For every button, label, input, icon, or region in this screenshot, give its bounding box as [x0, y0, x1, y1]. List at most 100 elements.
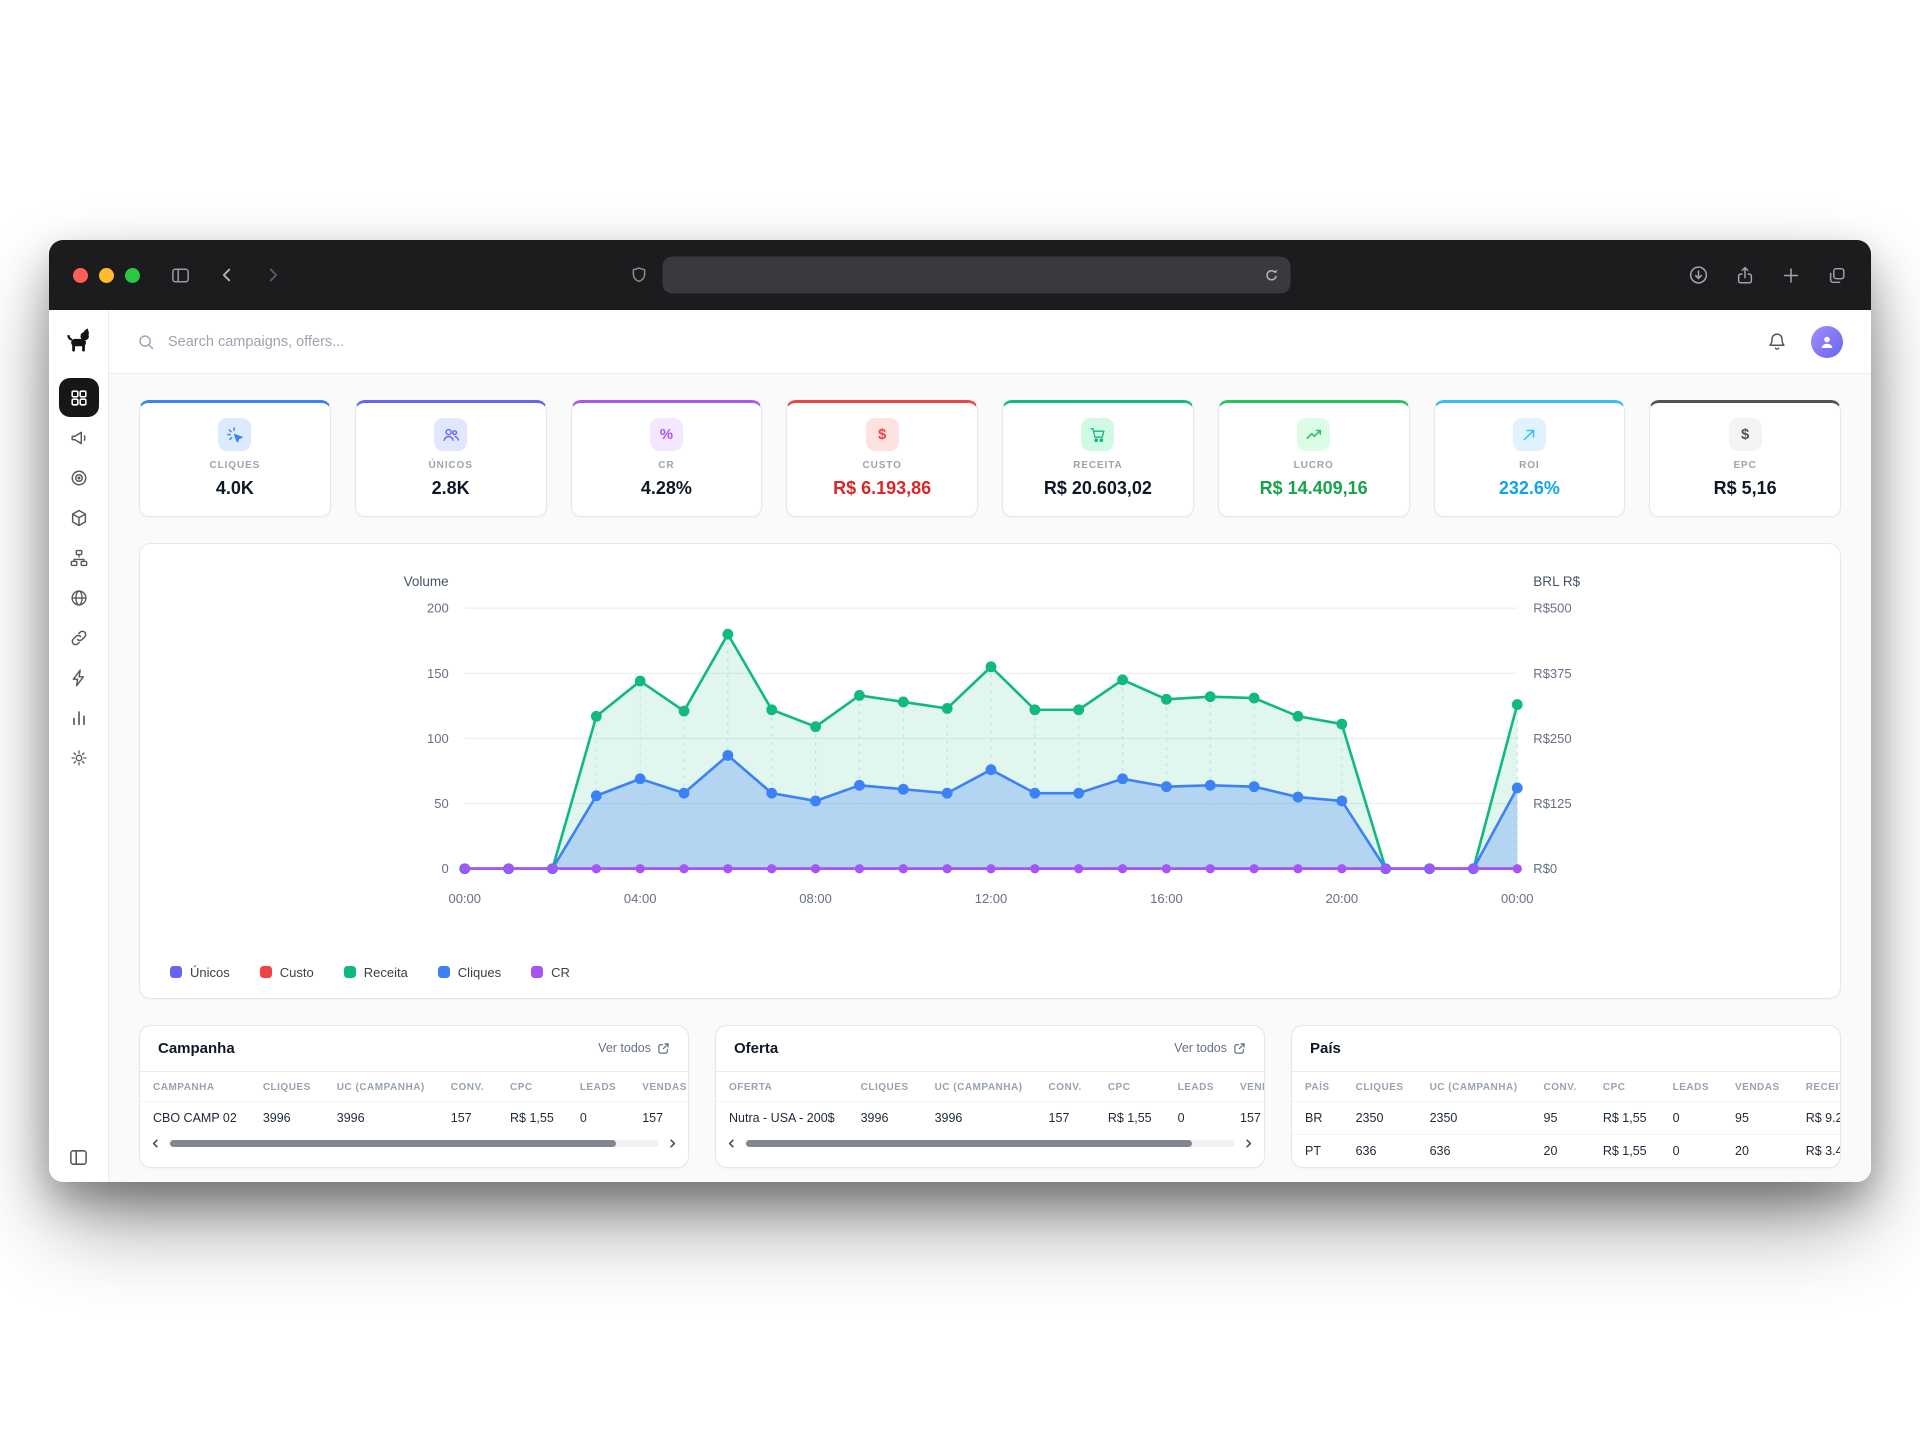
legend-item-receita[interactable]: Receita — [343, 965, 408, 980]
browser-sidebar-toggle-icon[interactable] — [170, 265, 191, 286]
ver-todos-link[interactable]: Ver todos — [1174, 1041, 1246, 1055]
legend-item-cliques[interactable]: Cliques — [437, 965, 501, 980]
url-input[interactable] — [662, 256, 1291, 294]
stat-value: R$ 6.193,86 — [833, 478, 932, 498]
share-icon[interactable] — [1735, 265, 1755, 285]
sidebar-item-tracking[interactable] — [59, 458, 99, 497]
external-link-icon — [658, 1043, 669, 1054]
h-scrollbar — [716, 1134, 1264, 1157]
panel-oferta: Oferta Ver todos OFERTA CLIQUES UC (CAMPANHA… — [715, 1024, 1265, 1168]
close-window-button[interactable] — [73, 267, 88, 283]
globe-icon — [69, 588, 89, 608]
svg-text:00:00: 00:00 — [448, 891, 481, 906]
table-body: Nutra - USA - 200$ 3996 3996 157 R$ 1,55 0 157 — [716, 1100, 1264, 1134]
legend-item-unicos[interactable]: Únicos — [170, 965, 230, 980]
back-icon[interactable] — [217, 265, 237, 285]
table-clip: OFERTA CLIQUES UC (CAMPANHA) CONV. CPC LEADS V… — [716, 1072, 1264, 1134]
stat-value: 4.0K — [215, 478, 254, 498]
table-cell: 20 — [1530, 1133, 1590, 1167]
dashboard-app: CLIQUES 4.0K ÚNICOS 2.8K% CR 4.28% $ CUSTO R$ 6.… — [49, 310, 1871, 1182]
panel-campanha: Campanha Ver todos CAMPANHA CLIQUES UC (CAMP… — [139, 1024, 689, 1168]
scrollbar-thumb[interactable] — [746, 1139, 1192, 1147]
sidebar-item-links[interactable] — [59, 618, 99, 657]
panel-header: Campanha Ver todos — [140, 1026, 688, 1072]
table-cell: R$ 1,55 — [497, 1100, 567, 1134]
svg-text:20:00: 20:00 — [1326, 891, 1359, 906]
sidebar-item-settings[interactable] — [59, 738, 99, 777]
legend-swatch — [170, 966, 182, 979]
forward-icon[interactable] — [263, 265, 283, 285]
svg-text:04:00: 04:00 — [624, 891, 657, 906]
scroll-left-icon[interactable] — [150, 1138, 161, 1149]
notifications-bell-icon[interactable] — [1767, 332, 1787, 352]
table-cell: 157 — [1227, 1100, 1264, 1134]
panel-header: País — [1292, 1026, 1840, 1072]
column-header: UC (CAMPANHA) — [1429, 1081, 1518, 1093]
scrollbar-thumb[interactable] — [170, 1139, 616, 1147]
stat-label: ROI — [1519, 460, 1540, 471]
user-avatar[interactable] — [1811, 325, 1843, 358]
sidebar-collapse-icon[interactable] — [68, 1147, 89, 1168]
svg-text:50: 50 — [434, 796, 448, 811]
traffic-chart-card: 0 R$0 50 R$125 100 R$250 150 R$375 200 R$500 Volum… — [139, 543, 1841, 999]
sidebar-item-domains[interactable] — [59, 578, 99, 617]
traffic-chart: 0 R$0 50 R$125 100 R$250 150 R$375 200 R$500 Volum… — [404, 574, 1581, 906]
legend-swatch — [259, 966, 272, 979]
scroll-right-icon[interactable] — [667, 1138, 678, 1149]
target-icon — [69, 468, 89, 488]
table-cell: 95 — [1530, 1100, 1590, 1135]
stat-label: CLIQUES — [209, 460, 261, 471]
sidebar — [49, 310, 109, 1182]
stat-value: R$ 20.603,02 — [1043, 478, 1152, 498]
search-input[interactable] — [166, 332, 626, 351]
table-cell: 3996 — [921, 1100, 1036, 1134]
downloads-icon[interactable] — [1688, 265, 1709, 286]
sidebar-item-campaigns[interactable] — [59, 418, 99, 457]
stat-label: CR — [658, 460, 675, 471]
sidebar-item-reports[interactable] — [59, 698, 99, 737]
sidebar-item-funnels[interactable] — [59, 538, 99, 577]
table-cell: 157 — [437, 1100, 498, 1134]
scrollbar-track[interactable] — [745, 1139, 1235, 1147]
column-header: CLIQUES — [1355, 1081, 1404, 1093]
legend-item-custo[interactable]: Custo — [259, 964, 314, 980]
trend-icon — [1297, 418, 1331, 451]
svg-text:R$250: R$250 — [1533, 731, 1571, 746]
new-tab-icon[interactable] — [1781, 265, 1801, 285]
table-cell: R$ 1,55 — [1589, 1133, 1660, 1167]
link-icon — [69, 628, 89, 648]
stat-card-roi: ROI 232.6% — [1433, 400, 1626, 517]
reload-icon[interactable] — [1264, 267, 1280, 283]
ver-todos-link[interactable]: Ver todos — [598, 1041, 670, 1055]
table-cell: 157 — [629, 1100, 688, 1134]
shield-icon[interactable] — [630, 266, 649, 285]
table-cell: 636 — [1416, 1133, 1531, 1167]
svg-text:150: 150 — [427, 666, 449, 681]
legend-item-cr[interactable]: CR — [531, 965, 570, 980]
svg-text:R$125: R$125 — [1533, 796, 1571, 811]
scrollbar-track[interactable] — [169, 1139, 659, 1147]
scroll-left-icon[interactable] — [726, 1138, 737, 1149]
column-header: PAÍS — [1305, 1081, 1330, 1093]
svg-text:200: 200 — [427, 601, 449, 616]
sidebar-item-dashboard[interactable] — [58, 378, 99, 417]
stat-cards-row: CLIQUES 4.0K ÚNICOS 2.8K% CR 4.28% $ CUSTO R$ 6.… — [139, 400, 1841, 517]
sidebar-item-automations[interactable] — [59, 658, 99, 697]
table-cell: R$ 1,55 — [1589, 1100, 1660, 1135]
window-controls — [73, 267, 140, 283]
column-header: CPC — [1107, 1081, 1131, 1093]
table-cell: 95 — [1722, 1100, 1793, 1135]
zoom-window-button[interactable] — [125, 267, 140, 283]
scroll-right-icon[interactable] — [1243, 1138, 1254, 1149]
tab-overview-icon[interactable] — [1827, 265, 1847, 285]
stat-label: EPC — [1733, 460, 1757, 471]
panel-title: Oferta — [734, 1039, 779, 1057]
minimize-window-button[interactable] — [99, 267, 114, 283]
table-head: OFERTA CLIQUES UC (CAMPANHA) CONV. CPC LEADS V… — [716, 1072, 1264, 1102]
sidebar-item-offers[interactable] — [59, 498, 99, 537]
table-cell: 157 — [1035, 1100, 1095, 1134]
svg-text:Volume: Volume — [404, 574, 449, 589]
column-header: UC (CAMPANHA) — [336, 1081, 425, 1093]
legend-label: Custo — [279, 964, 314, 980]
